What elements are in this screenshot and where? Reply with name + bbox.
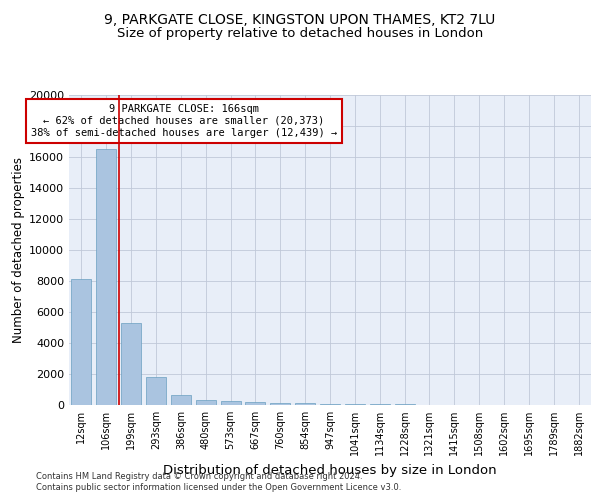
Bar: [320, 404, 340, 405]
Bar: [97, 149, 116, 405]
Bar: [295, 404, 315, 405]
Bar: [146, 377, 166, 405]
Text: Contains HM Land Registry data © Crown copyright and database right 2024.: Contains HM Land Registry data © Crown c…: [36, 472, 362, 481]
X-axis label: Distribution of detached houses by size in London: Distribution of detached houses by size …: [163, 464, 497, 476]
Text: Contains public sector information licensed under the Open Government Licence v3: Contains public sector information licen…: [36, 484, 401, 492]
Bar: [345, 404, 365, 405]
Bar: [171, 395, 191, 405]
Bar: [245, 402, 265, 405]
Bar: [370, 404, 389, 405]
Text: 9, PARKGATE CLOSE, KINGSTON UPON THAMES, KT2 7LU: 9, PARKGATE CLOSE, KINGSTON UPON THAMES,…: [104, 12, 496, 26]
Bar: [196, 400, 215, 405]
Bar: [395, 404, 415, 405]
Bar: [221, 401, 241, 405]
Text: Size of property relative to detached houses in London: Size of property relative to detached ho…: [117, 28, 483, 40]
Text: 9 PARKGATE CLOSE: 166sqm
← 62% of detached houses are smaller (20,373)
38% of se: 9 PARKGATE CLOSE: 166sqm ← 62% of detach…: [31, 104, 337, 138]
Y-axis label: Number of detached properties: Number of detached properties: [12, 157, 25, 343]
Bar: [271, 402, 290, 405]
Bar: [121, 323, 141, 405]
Bar: [71, 280, 91, 405]
